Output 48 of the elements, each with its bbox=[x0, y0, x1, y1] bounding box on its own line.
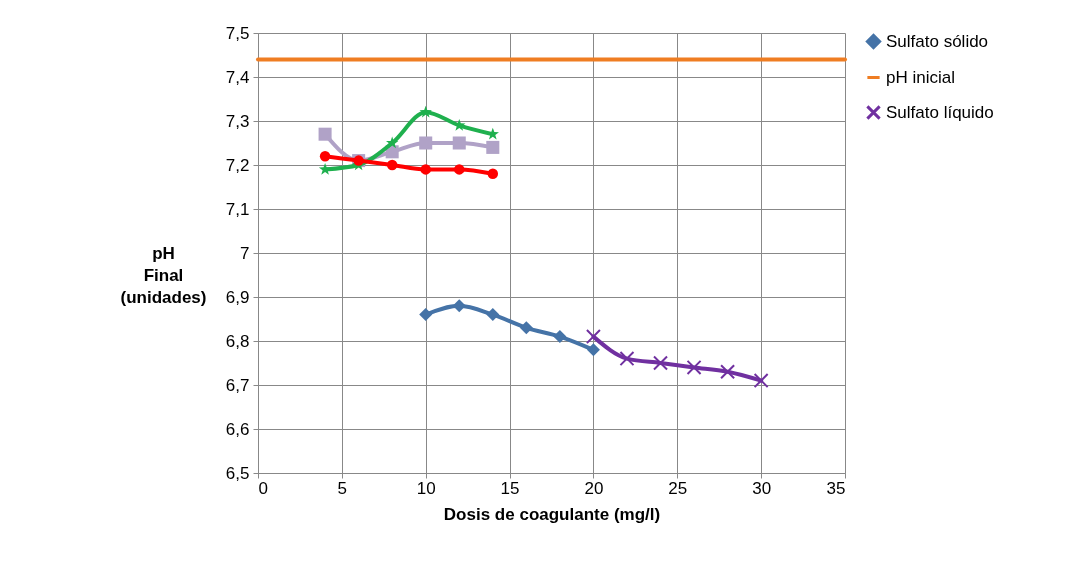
y-axis-title: pH Final (unidades) bbox=[120, 243, 207, 307]
point bbox=[318, 127, 332, 141]
y-tick-label: 6,6 bbox=[225, 419, 250, 439]
point bbox=[385, 136, 399, 149]
y-tick-label: 6,5 bbox=[225, 463, 250, 483]
x-axis-title: Dosis de coagulante (mg/l) bbox=[443, 504, 661, 524]
legend-label: pH inicial bbox=[886, 67, 955, 87]
point bbox=[619, 351, 635, 367]
point bbox=[720, 364, 736, 380]
y-tick-label: 7,2 bbox=[225, 155, 250, 175]
point bbox=[319, 150, 331, 162]
point bbox=[686, 359, 702, 375]
point bbox=[454, 164, 465, 175]
x-tick-label: 20 bbox=[584, 478, 604, 498]
point bbox=[653, 355, 669, 371]
y-tick-label: 7,4 bbox=[225, 67, 250, 87]
x-tick-label: 10 bbox=[416, 478, 436, 498]
legend-label: Sulfato líquido bbox=[886, 102, 994, 122]
legend-label: Sulfato sólido bbox=[886, 31, 989, 51]
x-tick-label: 0 bbox=[258, 478, 268, 498]
y-tick-label: 7,1 bbox=[225, 199, 250, 219]
x-tick-label: 35 bbox=[826, 478, 846, 498]
point bbox=[419, 136, 433, 150]
point bbox=[318, 162, 332, 175]
point bbox=[420, 164, 431, 175]
x-tick-label: 25 bbox=[668, 478, 688, 498]
point bbox=[553, 330, 567, 344]
x-tick-label: 15 bbox=[500, 478, 520, 498]
point bbox=[487, 168, 499, 180]
point bbox=[386, 159, 398, 171]
point bbox=[486, 140, 500, 154]
point bbox=[586, 343, 600, 357]
point bbox=[452, 299, 466, 313]
y-tick-label: 6,7 bbox=[225, 375, 250, 395]
point bbox=[452, 136, 466, 150]
point bbox=[419, 308, 433, 322]
y-tick-label: 7,3 bbox=[225, 111, 250, 131]
y-tick-label: 6,9 bbox=[225, 287, 250, 307]
y-tick-label: 6,8 bbox=[225, 331, 250, 351]
point bbox=[486, 308, 500, 322]
point bbox=[519, 321, 533, 335]
y-tick-label: 7 bbox=[240, 243, 250, 263]
point bbox=[419, 105, 432, 118]
point bbox=[585, 329, 601, 345]
y-tick-label: 7,5 bbox=[225, 23, 250, 43]
x-tick-label: 30 bbox=[752, 478, 772, 498]
point bbox=[753, 373, 769, 389]
x-tick-label: 5 bbox=[337, 478, 348, 498]
